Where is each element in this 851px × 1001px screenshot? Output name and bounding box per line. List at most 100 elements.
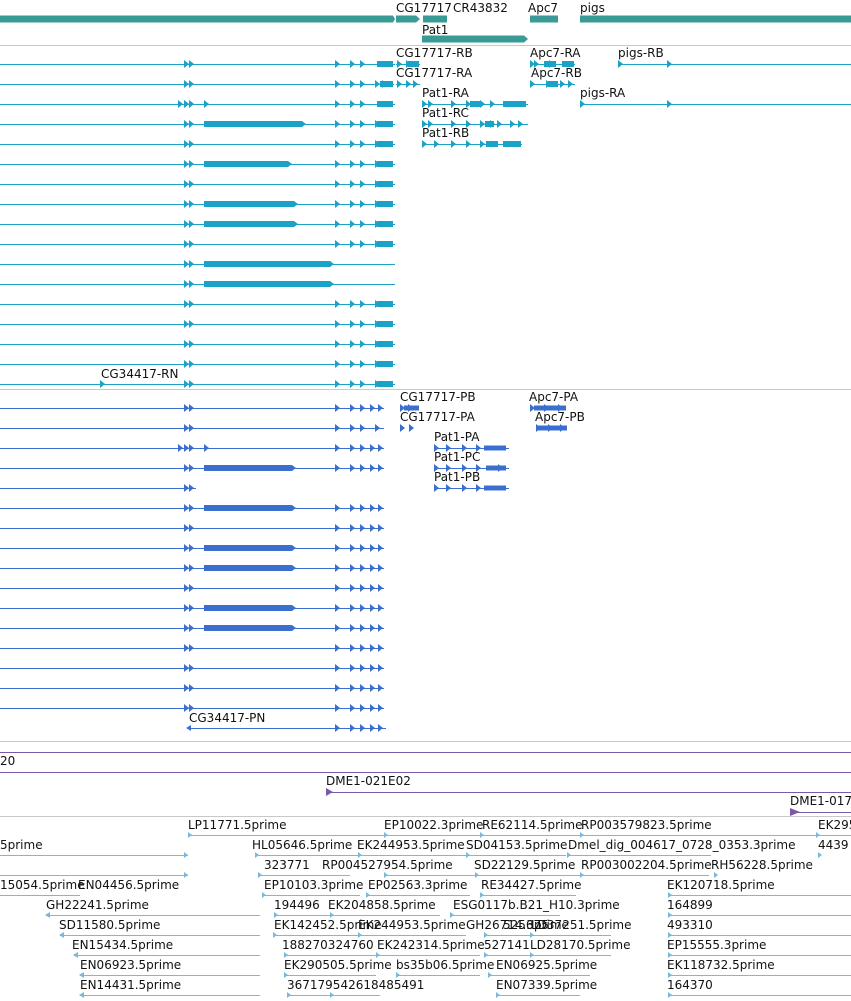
est-label[interactable]: 367179542618485491 (287, 978, 425, 992)
est-label[interactable]: SD04153.5prime (466, 838, 568, 852)
est-label[interactable]: LD37251.5prime (531, 918, 632, 932)
est-label[interactable]: 5prime (0, 838, 43, 852)
transcript-label[interactable]: pigs-RA (580, 86, 626, 100)
strand-arrow (370, 724, 375, 732)
est-label[interactable]: EN06923.5prime (80, 958, 182, 972)
est-label[interactable]: LD28170.5prime (530, 938, 631, 952)
est-label[interactable]: EK204858.5prime (328, 898, 436, 912)
gene-label[interactable]: Pat1 (422, 23, 449, 37)
est-label[interactable]: 527141 (484, 938, 530, 952)
est-label[interactable]: RE62114.5prime (482, 818, 583, 832)
est-label[interactable]: EN15434.5prime (72, 938, 174, 952)
strand-arrow (358, 852, 362, 858)
strand-arrow (560, 80, 565, 88)
est-label[interactable]: GH22241.5prime (46, 898, 149, 912)
est-label[interactable]: 323771 (264, 858, 310, 872)
strand-arrow (184, 664, 189, 672)
transcript-label[interactable]: CG34417-RN (101, 367, 179, 381)
est-label[interactable]: EK142452.5prime (274, 918, 382, 932)
strand-arrow (360, 180, 365, 188)
protein-label[interactable]: Apc7-PA (529, 390, 579, 404)
est-label[interactable]: GH26714.3prime (466, 918, 569, 932)
est-label[interactable]: SD11580.5prime (59, 918, 161, 932)
est-label[interactable]: Dmel_dig_004617_0728_0353.3prime (568, 838, 796, 852)
est-label[interactable]: EK290505.5prime (284, 958, 392, 972)
protein-label[interactable]: CG17717-PA (400, 410, 475, 424)
strand-arrow (350, 644, 355, 652)
strand-arrow (434, 444, 439, 452)
exon-block (377, 201, 393, 207)
est-label[interactable]: RH56228.5prime (711, 858, 813, 872)
est-label[interactable]: EK244953.5prime (357, 838, 465, 852)
clone-arrow (326, 788, 333, 796)
est-label[interactable]: EP15555.3prime (667, 938, 767, 952)
strand-arrow (350, 360, 355, 368)
exon-block (204, 605, 296, 611)
est-label[interactable]: 194496 (274, 898, 320, 912)
transcript-label[interactable]: Pat1-RC (422, 106, 469, 120)
strand-arrow (476, 484, 481, 492)
transcript-label[interactable]: Apc7-RA (530, 46, 581, 60)
transcript-label[interactable]: Apc7-RB (531, 66, 582, 80)
est-label[interactable]: SD22129.5prime (474, 858, 576, 872)
est-label[interactable]: EN07339.5prime (496, 978, 598, 992)
est-label[interactable]: HL05646.5prime (252, 838, 353, 852)
protein-label[interactable]: Pat1-PB (434, 470, 481, 484)
protein-label[interactable]: Pat1-PA (434, 430, 480, 444)
strand-arrow (370, 524, 375, 532)
protein-label[interactable]: Pat1-PC (434, 450, 481, 464)
strand-arrow (360, 604, 365, 612)
est-label[interactable]: EP02563.3prime (368, 878, 468, 892)
est-label[interactable]: ESG0117b.B21_H10.3prime (453, 898, 620, 912)
est-label[interactable]: 4439 (818, 838, 849, 852)
est-label[interactable]: EP10022.3prime (384, 818, 484, 832)
clone-label[interactable]: 20 (0, 754, 16, 768)
strand-arrow (409, 424, 414, 432)
est-label[interactable]: 164370 (667, 978, 713, 992)
protein-label[interactable]: Apc7-PB (535, 410, 585, 424)
est-label[interactable]: 493310 (667, 918, 713, 932)
est-label[interactable]: EK242314.5prime (377, 938, 485, 952)
est-label[interactable]: 188270324760 (282, 938, 374, 952)
est-label[interactable]: EK244953.5prime (358, 918, 466, 932)
est-label[interactable]: 15054.5prime (0, 878, 85, 892)
gene-label[interactable]: Apc7 (528, 1, 559, 15)
gene-label[interactable]: CG17717 (396, 1, 452, 15)
strand-arrow (335, 704, 340, 712)
est-label[interactable]: RE34427.5prime (481, 878, 582, 892)
transcript-label[interactable]: CG17717-RB (396, 46, 473, 60)
est-label[interactable]: RP003579823.5prime (581, 818, 712, 832)
est-label[interactable]: 525675 (503, 918, 549, 932)
strand-arrow (273, 932, 277, 938)
strand-arrow (189, 240, 194, 248)
protein-label[interactable]: CG34417-PN (189, 711, 266, 725)
transcript-label[interactable]: Pat1-RB (422, 126, 470, 140)
est-label[interactable]: LP11771.5prime (188, 818, 287, 832)
transcript-label[interactable]: CG17717-RA (396, 66, 473, 80)
transcript-label[interactable]: Pat1-RA (422, 86, 469, 100)
est-label[interactable]: bs35b06.5prime (396, 958, 495, 972)
est-label[interactable]: 164899 (667, 898, 713, 912)
strand-arrow (184, 240, 189, 248)
est-label[interactable]: EN04456.5prime (78, 878, 180, 892)
transcript-label[interactable]: pigs-RB (618, 46, 664, 60)
strand-arrow (189, 140, 194, 148)
gene-label[interactable]: pigs (580, 1, 605, 15)
est-label[interactable]: EP10103.3prime (264, 878, 364, 892)
protein-label[interactable]: CG17717-PB (400, 390, 476, 404)
exon-block (377, 121, 393, 127)
strand-arrow (335, 644, 340, 652)
clone-label[interactable]: DME1-021E02 (326, 774, 411, 788)
est-label[interactable]: EK120718.5prime (667, 878, 775, 892)
gene-label[interactable]: CR43832 (453, 1, 508, 15)
est-label[interactable]: RP004527954.5prime (322, 858, 453, 872)
strand-arrow (189, 444, 194, 452)
est-label[interactable]: EK118732.5prime (667, 958, 775, 972)
est-label[interactable]: RP003002204.5prime (581, 858, 712, 872)
clone-label[interactable]: DME1-017 (790, 794, 851, 808)
est-label[interactable]: EN06925.5prime (496, 958, 598, 972)
exon-block (530, 15, 558, 23)
strand-arrow (204, 444, 209, 452)
est-label[interactable]: EN14431.5prime (80, 978, 182, 992)
